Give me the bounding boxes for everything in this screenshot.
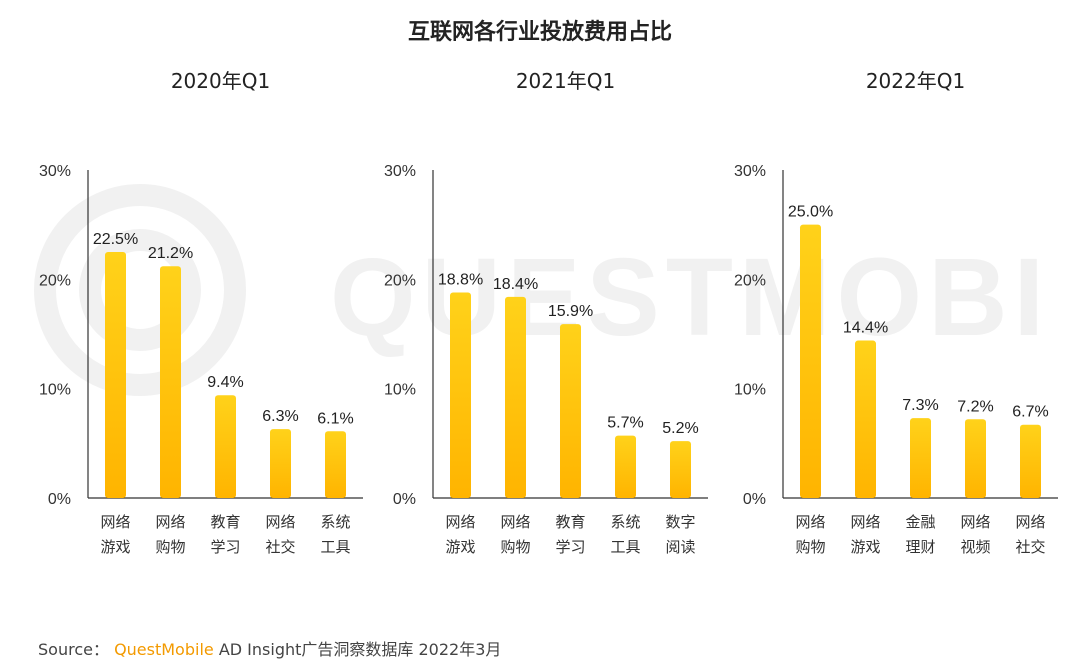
source-prefix: Source： [38, 640, 109, 659]
chart-title: 2022年Q1 [866, 69, 965, 93]
data-label: 5.2% [662, 420, 698, 437]
bar [105, 252, 126, 498]
bar [560, 324, 581, 498]
x-tick-label: 网络 [100, 513, 130, 531]
bar [270, 429, 291, 498]
x-tick-label: 社交 [265, 538, 295, 556]
x-tick-label: 网络 [155, 513, 185, 531]
x-tick-label: 社交 [1015, 538, 1045, 556]
x-tick-label: 游戏 [850, 538, 880, 556]
x-tick-label: 网络 [265, 513, 295, 531]
y-tick-label: 0% [48, 491, 71, 508]
x-tick-label: 购物 [155, 538, 185, 556]
x-tick-label: 数字 [665, 513, 695, 531]
bar [855, 340, 876, 498]
source-note: Source： QuestMobile AD Insight广告洞察数据库 20… [38, 636, 501, 660]
data-label: 21.2% [148, 245, 193, 262]
x-tick-label: 网络 [445, 513, 475, 531]
x-tick-label: 游戏 [445, 538, 475, 556]
page-title: 互联网各行业投放费用占比 [407, 20, 672, 45]
bar [800, 224, 821, 498]
data-label: 18.4% [493, 276, 538, 293]
x-tick-label: 网络 [795, 513, 825, 531]
chart-title: 2021年Q1 [516, 69, 615, 93]
y-tick-label: 10% [39, 382, 71, 399]
data-label: 9.4% [207, 374, 243, 391]
x-tick-label: 网络 [850, 513, 880, 531]
y-tick-label: 30% [384, 163, 416, 180]
x-tick-label: 购物 [795, 538, 825, 556]
source-brand: QuestMobile [114, 640, 214, 659]
bar [325, 431, 346, 498]
data-label: 7.2% [957, 398, 993, 415]
y-tick-label: 0% [393, 491, 416, 508]
bar [910, 418, 931, 498]
data-label: 6.3% [262, 408, 298, 425]
y-tick-label: 30% [39, 163, 71, 180]
data-label: 5.7% [607, 415, 643, 432]
y-tick-label: 10% [734, 382, 766, 399]
x-tick-label: 阅读 [665, 538, 695, 556]
x-tick-label: 网络 [500, 513, 530, 531]
y-tick-label: 20% [734, 272, 766, 289]
x-tick-label: 网络 [960, 513, 990, 531]
bar [215, 395, 236, 498]
bar [450, 292, 471, 498]
x-tick-label: 学习 [210, 538, 240, 556]
x-tick-label: 系统 [610, 513, 640, 531]
data-label: 25.0% [788, 204, 833, 221]
data-label: 18.8% [438, 271, 483, 288]
y-tick-label: 0% [743, 491, 766, 508]
data-label: 6.1% [317, 410, 353, 427]
y-tick-label: 30% [734, 163, 766, 180]
y-tick-label: 10% [384, 382, 416, 399]
watermark-logo-icon [34, 184, 246, 396]
x-tick-label: 学习 [555, 538, 585, 556]
bar [160, 266, 181, 498]
x-tick-label: 游戏 [100, 538, 130, 556]
bar [505, 296, 526, 498]
source-suffix: AD Insight广告洞察数据库 2022年3月 [213, 640, 502, 659]
chart-panel-2022: 2022年Q1 0% 10% 20% 30% 25.0% 网络购物 14.4% 网络游戏 7.3%… [725, 60, 1065, 585]
data-label: 6.7% [1012, 404, 1048, 421]
data-label: 22.5% [93, 231, 138, 248]
chart-title: 2020年Q1 [171, 69, 270, 93]
data-label: 7.3% [902, 397, 938, 414]
x-tick-label: 系统 [320, 513, 350, 531]
bar [965, 419, 986, 498]
bar [670, 441, 691, 498]
bar [1020, 424, 1041, 498]
y-tick-label: 20% [39, 272, 71, 289]
y-tick-label: 20% [384, 272, 416, 289]
chart-panel-2020: 2020年Q1 0% 10% 20% 30% 22.5% 网络游戏 21.2% 网络购物 9.4%… [30, 60, 363, 585]
x-tick-label: 网络 [1015, 513, 1045, 531]
x-tick-label: 工具 [610, 538, 640, 556]
x-tick-label: 理财 [905, 538, 935, 556]
x-tick-label: 金融 [905, 513, 935, 531]
data-label: 14.4% [843, 320, 888, 337]
x-tick-label: 视频 [960, 538, 990, 556]
x-tick-label: 教育 [555, 513, 585, 531]
x-tick-label: 工具 [320, 538, 350, 556]
x-tick-label: 教育 [210, 513, 240, 531]
x-tick-label: 购物 [500, 538, 530, 556]
data-label: 15.9% [548, 303, 593, 320]
bar [615, 435, 636, 498]
chart-panel-2021: 2021年Q1 0% 10% 20% 30% 18.8% 网络游戏 18.4% 网络购物 15.9… [375, 60, 708, 585]
